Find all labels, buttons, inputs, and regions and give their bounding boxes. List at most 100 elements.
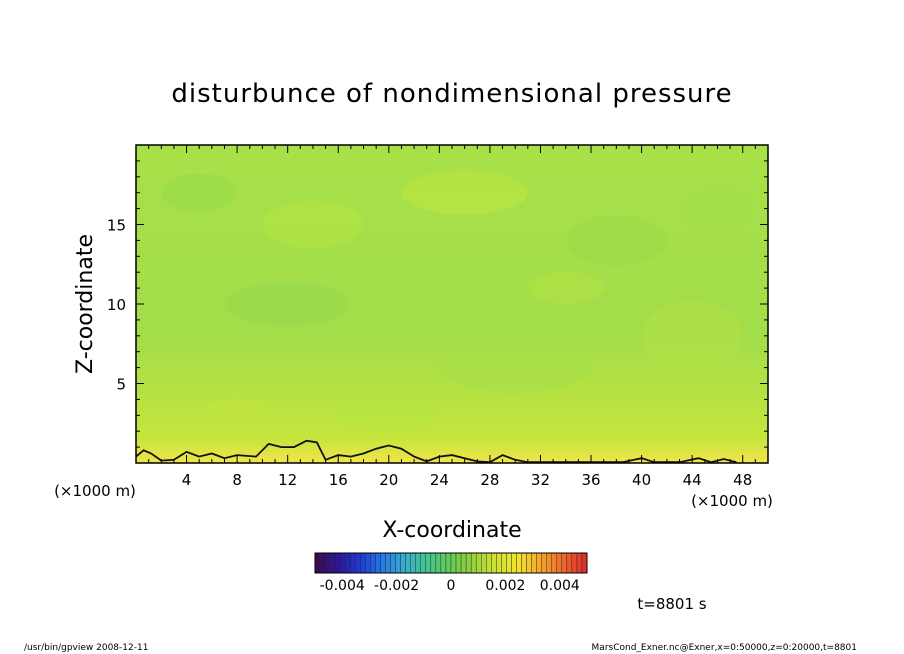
colorbar-swatch [405, 552, 411, 574]
colorbar-swatch [491, 552, 497, 574]
footer-right: MarsCond_Exner.nc@Exner,x=0:50000,z=0:20… [592, 643, 857, 653]
colorbar-swatch [536, 552, 542, 574]
colorbar-swatch [551, 552, 557, 574]
colorbar-swatch [470, 552, 477, 574]
colorbar-swatch [390, 552, 396, 574]
chart-title: disturbunce of nondimensional pressure [171, 79, 732, 109]
colorbar-swatch [334, 552, 341, 574]
colorbar-swatch [506, 552, 512, 574]
colorbar-swatch [425, 552, 432, 574]
field-patch [679, 184, 756, 233]
x-unit-right: (×1000 m) [691, 492, 773, 510]
x-tick-label: 36 [581, 471, 600, 489]
field-patch [224, 281, 351, 327]
colorbar-swatch [481, 552, 487, 574]
field-patch [161, 173, 238, 212]
colorbar-tick-labels: -0.004 -0.002 0 0.002 0.004 [320, 578, 580, 594]
colorbar-swatch [501, 552, 507, 574]
field-patch [338, 399, 440, 432]
x-tick-label: 12 [278, 471, 297, 489]
colorbar-tick-label: 0.002 [485, 578, 525, 594]
colorbar-swatch [566, 552, 573, 574]
x-tick-label: 40 [632, 471, 651, 489]
colorbar-swatch [460, 552, 467, 574]
colorbar-swatch [380, 552, 386, 574]
y-axis-label: Z-coordinate [73, 234, 98, 374]
field-patch [565, 214, 667, 266]
colorbar-swatch [541, 552, 547, 574]
colorbar-swatch [450, 552, 457, 574]
plot-area [136, 145, 768, 463]
colorbar-swatch [365, 552, 371, 574]
field-patch [439, 342, 592, 394]
colorbar-swatch [465, 552, 472, 574]
x-tick-label: 28 [480, 471, 499, 489]
colorbar-swatch [314, 552, 321, 574]
field-patch [527, 272, 604, 304]
colorbar-swatch [496, 552, 502, 574]
x-tick-label: 8 [232, 471, 242, 489]
colorbar-tick-label: -0.002 [374, 578, 419, 594]
colorbar-swatch [511, 552, 517, 574]
colorbar-tick-label: 0.004 [540, 578, 580, 594]
x-tick-label: 4 [182, 471, 192, 489]
colorbar-swatch [576, 552, 583, 574]
colorbar-swatch [531, 552, 537, 574]
x-tick-label: 16 [329, 471, 348, 489]
colorbar-frame [314, 552, 588, 574]
colorbar-swatch [355, 552, 361, 574]
x-tick-label: 48 [733, 471, 752, 489]
field-patch [641, 300, 743, 371]
time-label: t=8801 s [637, 595, 706, 613]
colorbar-swatch [440, 552, 447, 574]
colorbar-swatch [360, 552, 366, 574]
x-unit-left: (×1000 m) [54, 482, 136, 500]
colorbar-swatch [571, 552, 578, 574]
colorbar-swatch [561, 552, 568, 574]
colorbar-swatch [415, 552, 421, 574]
y-axis: 5 10 15 [107, 144, 768, 464]
field-patch [199, 399, 276, 432]
colorbar-swatch [339, 552, 346, 574]
colorbar-swatch [521, 552, 527, 574]
colorbar-swatch [455, 552, 462, 574]
x-tick-label: 32 [531, 471, 550, 489]
colorbar-swatch [395, 552, 401, 574]
colorbar-swatch [345, 552, 351, 574]
colorbar-swatch [420, 552, 427, 574]
colorbar-swatch [370, 552, 376, 574]
colorbar-swatch [516, 552, 522, 574]
footer-left: /usr/bin/gpview 2008-12-11 [24, 643, 148, 653]
colorbar-swatch [526, 552, 532, 574]
x-axis-label: X-coordinate [382, 518, 521, 543]
colorbar [314, 552, 588, 574]
colorbar-swatch [546, 552, 552, 574]
colorbar-tick-label: 0 [447, 578, 456, 594]
x-axis: 4 8 12 16 20 24 28 32 36 40 44 48 [135, 145, 769, 489]
colorbar-swatch [410, 552, 416, 574]
y-tick-label: 5 [116, 376, 126, 394]
colorbar-swatch [435, 552, 442, 574]
colorbar-swatch [445, 552, 452, 574]
y-tick-label: 15 [107, 217, 126, 235]
colorbar-swatch [581, 552, 588, 574]
colorbar-swatch [350, 552, 356, 574]
colorbar-swatch [475, 552, 482, 574]
field-variation-patches [161, 170, 756, 432]
x-tick-label: 44 [683, 471, 702, 489]
colorbar-swatch [385, 552, 391, 574]
x-tick-label: 20 [379, 471, 398, 489]
field-patch [262, 200, 364, 249]
colorbar-swatch [430, 552, 437, 574]
colorbar-tick-label: -0.004 [320, 578, 365, 594]
colorbar-swatch [556, 552, 563, 574]
colorbar-swatch [319, 552, 326, 574]
colorbar-swatch [329, 552, 336, 574]
colorbar-swatch [324, 552, 331, 574]
field-patch [401, 170, 528, 215]
colorbar-swatch [486, 552, 492, 574]
x-tick-label: 24 [430, 471, 449, 489]
colorbar-swatch [400, 552, 406, 574]
y-tick-label: 10 [107, 296, 126, 314]
